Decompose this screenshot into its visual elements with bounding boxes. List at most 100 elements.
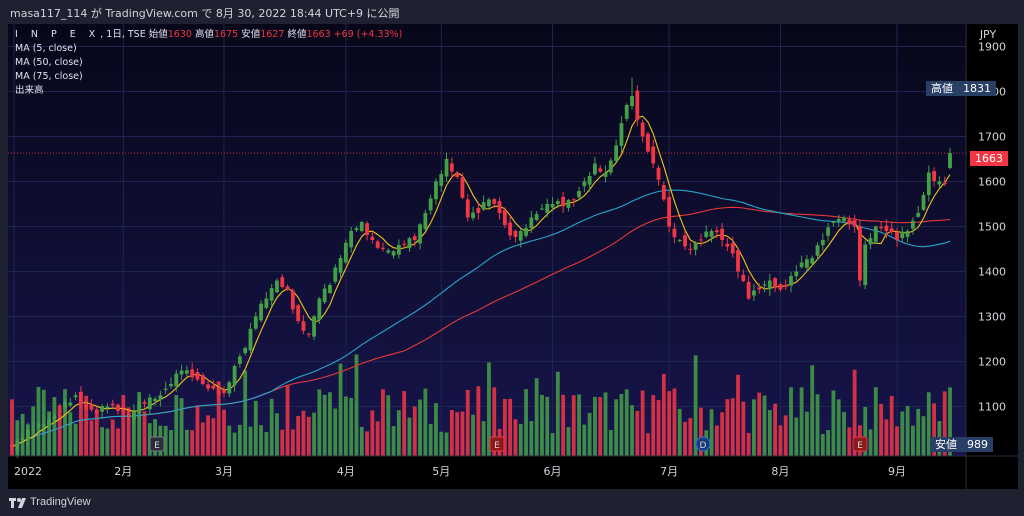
volume-bar <box>820 433 825 456</box>
volume-bar <box>566 427 571 456</box>
last-price-tag: 1663 <box>970 151 1008 166</box>
y-tick-label: 1900 <box>978 41 1006 54</box>
candle-body <box>444 159 449 177</box>
candle-body <box>863 244 868 286</box>
x-tick-label: 3月 <box>215 465 233 478</box>
candle <box>646 131 650 153</box>
candle-body <box>428 198 433 211</box>
candle-body <box>587 175 592 185</box>
x-tick-label: 5月 <box>432 465 450 478</box>
volume-bar <box>577 394 581 456</box>
volume-bar <box>868 429 873 456</box>
candle <box>529 210 534 233</box>
candle <box>555 198 560 208</box>
candle <box>216 384 221 401</box>
candle-body <box>121 409 126 413</box>
candle-body <box>916 213 921 217</box>
candle-body <box>805 259 809 268</box>
candle-body <box>603 172 608 177</box>
candle <box>640 119 645 143</box>
candle <box>312 314 316 340</box>
candle <box>25 422 30 447</box>
candle-body <box>142 402 147 404</box>
candle-body <box>910 220 915 229</box>
candle <box>41 417 46 431</box>
volume-bar <box>407 417 412 456</box>
indicator-ma5[interactable]: MA (5, close) <box>15 43 77 54</box>
candle-body <box>683 235 687 247</box>
candle <box>428 194 433 215</box>
candle-body <box>741 274 746 282</box>
close-value: 1663 <box>306 29 331 40</box>
candle-body <box>895 231 899 240</box>
candle-body <box>100 406 104 412</box>
indicator-volume[interactable]: 出来高 <box>15 85 44 96</box>
volume-bar <box>593 396 597 456</box>
candle <box>15 437 20 458</box>
candle-body <box>227 382 232 394</box>
candle-body <box>942 182 947 185</box>
candle-body <box>593 163 597 175</box>
candle-body <box>773 278 778 288</box>
candle <box>153 396 157 406</box>
candle <box>89 399 94 412</box>
indicator-ma75[interactable]: MA (75, close) <box>15 71 83 82</box>
volume-bar <box>290 429 295 456</box>
candle <box>603 165 608 183</box>
candle-body <box>232 366 237 386</box>
candle-body <box>831 222 836 223</box>
candle <box>693 241 698 256</box>
volume-bar <box>598 397 603 456</box>
candle-body <box>105 406 110 408</box>
x-tick-label: 2022 <box>14 465 42 478</box>
volume-bar <box>190 430 195 456</box>
candle-body <box>312 316 316 337</box>
candle-body <box>746 281 751 299</box>
indicator-ma50[interactable]: MA (50, close) <box>15 57 83 68</box>
volume-bar <box>699 407 703 456</box>
candle-body <box>656 167 661 180</box>
candle <box>105 403 110 414</box>
candle-body <box>47 419 52 427</box>
candle-body <box>693 242 698 250</box>
low-price-tag: 安値 989 <box>930 437 993 452</box>
candle <box>31 422 36 434</box>
volume-bar <box>460 411 465 456</box>
volume-bar <box>905 406 910 456</box>
volume-bar <box>402 391 407 456</box>
candle <box>635 85 640 127</box>
volume-bar <box>322 394 327 456</box>
candle-body <box>174 373 179 387</box>
candle-body <box>306 333 311 335</box>
candle-body <box>158 395 163 400</box>
candle-body <box>396 244 401 255</box>
volume-bar <box>561 394 566 456</box>
high-tag-label: 高値 <box>931 82 953 95</box>
y-tick-label: 1300 <box>978 311 1006 324</box>
candle <box>794 265 799 281</box>
candle <box>84 400 89 410</box>
candle-body <box>789 276 793 286</box>
volume-bar <box>842 412 846 456</box>
publish-info: masa117_114 が TradingView.com で 8月 30, 2… <box>10 7 400 20</box>
volume-bar <box>810 365 815 456</box>
volume-bar <box>926 392 931 456</box>
candle <box>322 283 327 305</box>
candle-body <box>20 438 25 441</box>
candle <box>232 364 237 392</box>
candle <box>487 197 491 209</box>
volume-bar <box>805 411 809 456</box>
volume-bar <box>211 418 216 456</box>
volume-bar <box>492 387 497 456</box>
candle-body <box>518 231 523 241</box>
volume-bar <box>259 425 263 456</box>
candle-body <box>78 391 83 405</box>
candle <box>926 165 931 202</box>
candle-body <box>343 242 348 263</box>
candle <box>63 398 67 412</box>
candle <box>423 209 428 232</box>
candle <box>296 303 301 324</box>
candle-body <box>492 199 497 204</box>
